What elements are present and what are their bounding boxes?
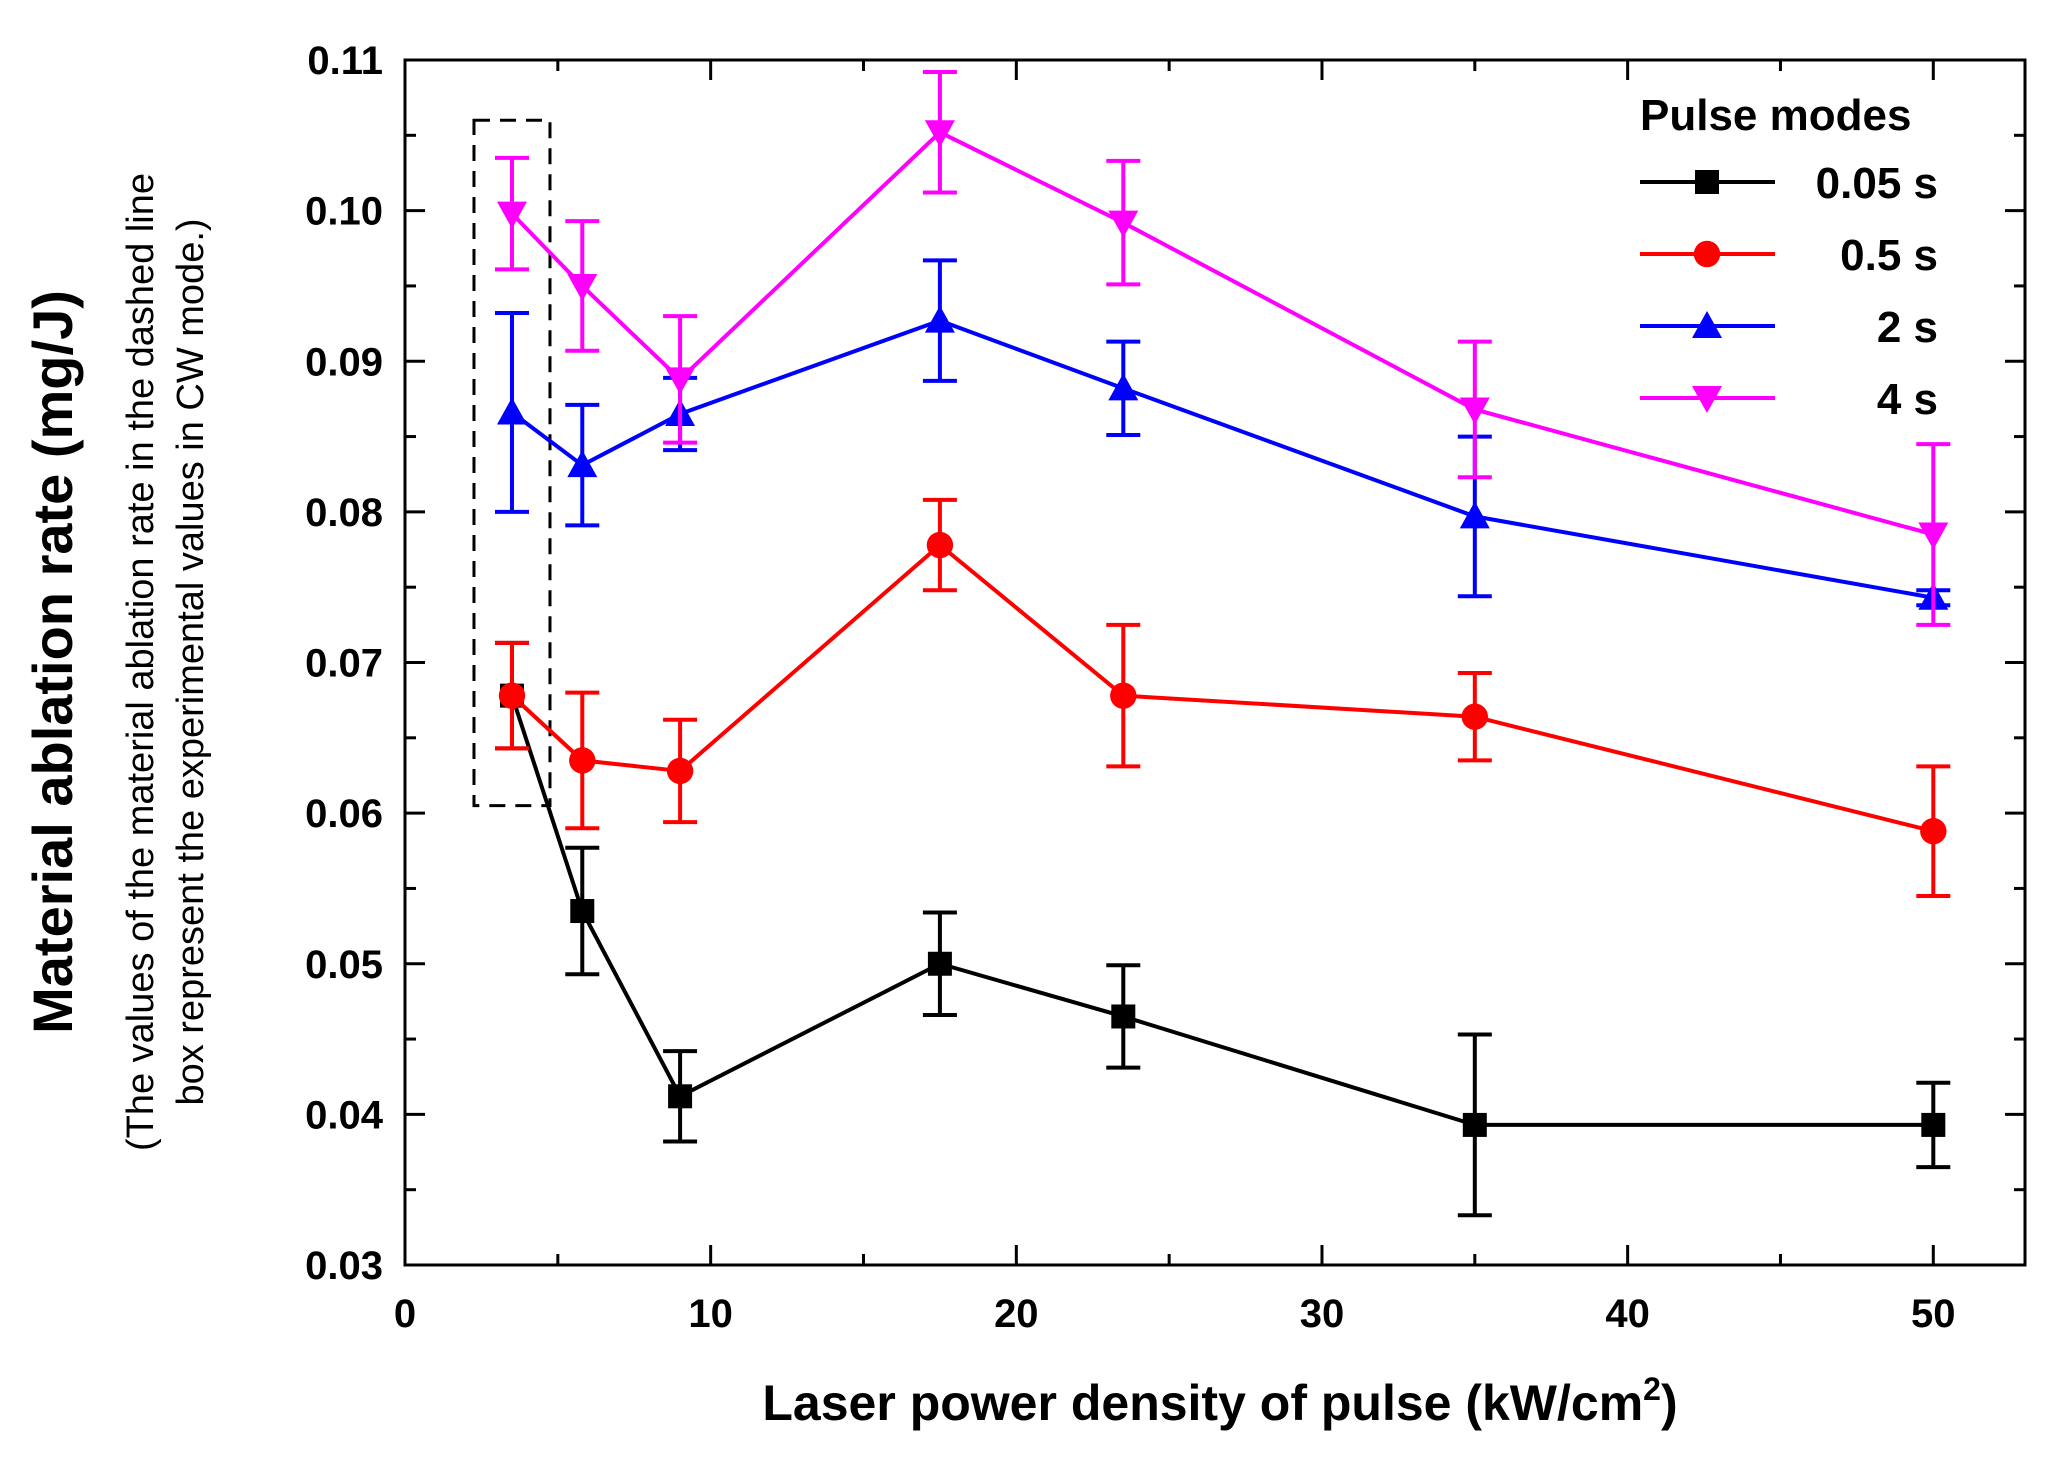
legend: Pulse modes 0.05 s 0.5 s 2 s 4 s xyxy=(1640,91,1938,424)
data-point xyxy=(567,450,598,478)
y-tick-label: 0.08 xyxy=(305,491,383,535)
legend-marker xyxy=(1695,170,1719,194)
data-point xyxy=(1921,1112,1946,1137)
series-0.05-s xyxy=(494,640,1951,1218)
y-tick-label: 0.07 xyxy=(305,642,383,686)
data-point xyxy=(496,397,527,425)
y-tick-label: 0.05 xyxy=(305,943,383,987)
data-point xyxy=(496,201,527,229)
series-line xyxy=(510,318,1934,600)
data-point xyxy=(570,899,595,924)
data-point xyxy=(1108,373,1139,401)
data-point xyxy=(1918,522,1949,550)
x-tick-label: 10 xyxy=(688,1292,733,1336)
y-tick-label: 0.04 xyxy=(305,1093,384,1137)
x-axis-title: Laser power density of pulse (kW/cm2) xyxy=(762,1371,1677,1431)
data-point xyxy=(924,120,955,148)
series-layer xyxy=(494,70,1951,1218)
plot-frame xyxy=(403,58,2027,1267)
y-axis-note-line1: (The values of the material ablation rat… xyxy=(120,173,162,1151)
series-4-s xyxy=(494,70,1951,627)
data-point xyxy=(926,531,954,559)
data-point xyxy=(1920,818,1947,845)
legend-entry: 0.05 s xyxy=(1640,159,1938,208)
legend-entry: 4 s xyxy=(1640,375,1938,424)
legend-entry: 0.5 s xyxy=(1640,231,1938,280)
y-tick-label: 0.06 xyxy=(305,792,383,836)
x-tick-label: 30 xyxy=(1300,1292,1345,1336)
y-tick-label: 0.10 xyxy=(305,190,383,234)
series-line xyxy=(510,542,1934,834)
x-tick-label: 40 xyxy=(1605,1292,1650,1336)
data-point xyxy=(1461,703,1489,730)
y-tick-label: 0.09 xyxy=(305,340,383,384)
data-point xyxy=(1459,501,1490,529)
cw-mode-box-layer xyxy=(472,118,552,808)
data-point xyxy=(1462,1112,1487,1137)
legend-entries: 0.05 s 0.5 s 2 s 4 s xyxy=(1640,159,1938,424)
legend-label: 0.5 s xyxy=(1840,231,1938,280)
series-line xyxy=(510,695,1934,1127)
data-point xyxy=(668,1084,693,1109)
legend-entry: 2 s xyxy=(1640,303,1938,352)
tick-marks xyxy=(403,58,2025,1267)
data-point xyxy=(665,367,696,395)
data-point xyxy=(567,273,598,301)
x-tick-label: 0 xyxy=(394,1292,416,1336)
tick-labels: 0 10 20 30 40 50 0.03 0.04 0.05 0.06 0.07 0.08 0.09 0… xyxy=(305,39,1955,1336)
legend-label: 0.05 s xyxy=(1816,159,1938,208)
legend-label: 4 s xyxy=(1877,375,1938,424)
x-tick-label: 20 xyxy=(994,1292,1039,1336)
legend-marker xyxy=(1692,386,1722,413)
data-point xyxy=(927,951,952,976)
data-point xyxy=(1108,210,1139,238)
y-tick-label: 0.11 xyxy=(307,39,383,83)
data-point xyxy=(569,747,596,774)
legend-title: Pulse modes xyxy=(1640,91,1911,140)
y-tick-label: 0.03 xyxy=(305,1244,383,1288)
series-0.5-s xyxy=(494,497,1951,898)
legend-label: 2 s xyxy=(1877,303,1938,352)
x-axis-title-main: Laser power density of pulse (kW/cm xyxy=(762,1375,1643,1431)
series-2-s xyxy=(494,258,1951,610)
data-point xyxy=(1110,682,1137,709)
x-tick-label: 50 xyxy=(1911,1292,1956,1336)
series-line xyxy=(510,129,1934,537)
legend-marker xyxy=(1692,311,1722,338)
data-point xyxy=(666,757,694,785)
cw-mode-dashed-box xyxy=(472,118,552,808)
data-point xyxy=(924,305,955,333)
data-point xyxy=(498,682,526,709)
data-point xyxy=(1111,1004,1136,1029)
data-point xyxy=(1459,397,1490,425)
legend-marker xyxy=(1693,240,1721,268)
x-axis-title-superscript: 2 xyxy=(1643,1371,1661,1407)
y-axis-note-line2: box represent the experimental values in… xyxy=(170,218,212,1105)
y-axis-title: Material ablation rate (mg/J) xyxy=(21,290,84,1034)
x-axis-title-close: ) xyxy=(1661,1375,1678,1431)
